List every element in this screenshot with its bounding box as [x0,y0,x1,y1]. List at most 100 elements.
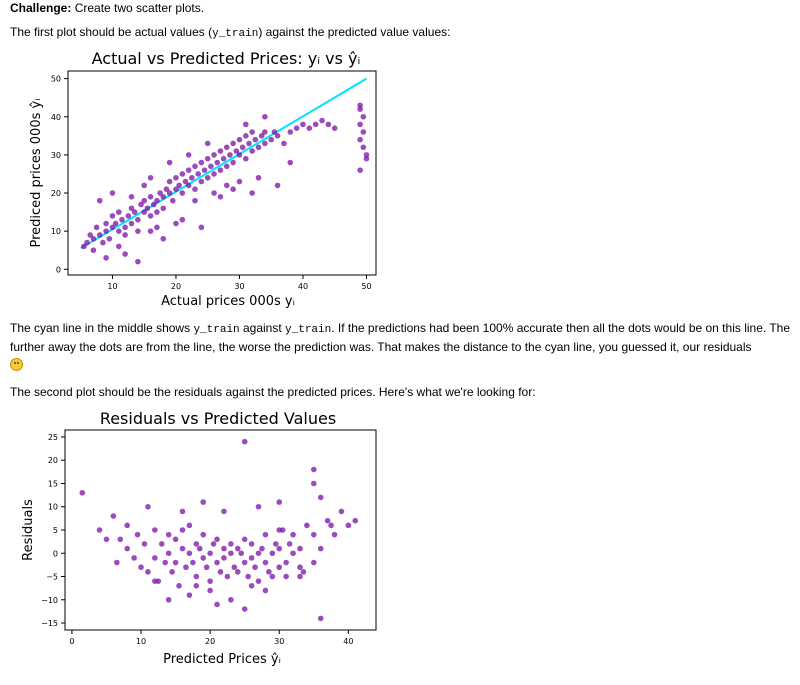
chart2-point [228,596,234,603]
chart1-point [249,148,255,154]
chart2-point [203,564,210,571]
chart2-point [162,559,169,566]
chart1-point [331,125,338,131]
chart2-point [269,550,276,557]
chart1-point [147,174,154,181]
chart1-point [274,133,281,139]
chart1-point [201,167,208,173]
chart2-point [241,438,248,445]
chart2-point [276,564,283,571]
chart1-point [262,113,268,120]
chart2-point [169,569,175,575]
chart2-point [214,559,220,566]
chart1-xtick-label: 40 [298,282,308,291]
chart2-point [328,522,334,529]
chart1-point [211,171,217,177]
chart2-point [179,508,186,515]
chart2-point [207,578,213,584]
chart2-point [172,559,179,566]
chart2-point [221,508,227,515]
chart2-point [290,550,296,557]
chart1-point [192,186,198,193]
chart1-ylabel: Prediced prices 000s ŷᵢ [29,98,44,247]
explanation-code-2: y_train [285,324,332,336]
chart2-point [96,527,103,533]
chart1-point [268,136,275,143]
chart1-point [198,159,205,166]
chart2-point [241,536,248,543]
chart1-point [144,205,151,212]
chart1-point [255,174,262,181]
chart1-point [90,235,97,242]
chart1-xtick-label: 20 [171,282,181,291]
chart2-point [207,587,213,594]
chart1-point [211,190,217,196]
chart2-point [262,559,269,566]
chart1-point [192,163,198,170]
chart2-point [141,541,148,547]
chart1-point [287,159,294,166]
chart2-point [252,564,258,571]
chart1-point [116,243,122,250]
chart1-point [160,235,167,242]
chart2-point [172,536,179,543]
chart1-point [157,190,163,196]
chart1-point [306,125,313,131]
chart2-point [255,503,262,510]
chart1-point [84,239,90,246]
chart1-ytick-label: 20 [51,189,61,198]
chart2-xtick-label: 30 [274,637,284,646]
chart1-point [147,213,154,219]
chart1-point [217,167,224,173]
chart2-point [214,601,220,608]
chart2-point [138,564,144,571]
chart1-ytick-label: 50 [51,75,61,84]
chart1-point [243,121,249,128]
chart1-point [360,113,367,120]
chart1-point [176,182,182,189]
chart2-point [186,592,193,598]
chart1-point [96,232,103,238]
chart1-point [103,255,109,261]
chart2-point [262,587,269,594]
chart1-point [262,129,268,135]
chart1-point [122,224,128,231]
chart1-point [357,106,363,112]
chart2-point [179,545,186,552]
chart2-point [231,564,238,571]
chart1-point [195,171,201,177]
chart1-point [236,152,243,158]
chart1-point [287,129,294,135]
chart1-point [166,159,173,166]
chart2-point [176,583,182,589]
chart1-point [179,171,186,177]
chart1-point [189,174,195,181]
chart2-point [165,531,172,538]
chart1-point [236,136,243,143]
chart2-point [228,541,234,547]
chart2-point [152,578,158,584]
chart1-point [103,228,109,234]
chart2-ytick-label: 25 [48,433,58,442]
chart2-point [283,559,289,566]
chart1-point [141,182,148,189]
chart1-point [150,201,157,208]
chart2-point [214,536,220,543]
chart2-point [221,555,227,561]
chart2-ytick-label: 20 [48,456,58,465]
chart1-point [173,174,179,181]
chart2-point [255,578,262,584]
chart1-point [230,140,236,147]
chart1-point [214,159,221,166]
chart2-point [207,550,213,557]
chart2-point [200,555,207,561]
chart2-point [248,541,255,547]
chart2-ytick-label: −15 [41,619,58,628]
chart1-point [230,186,236,193]
chart2-point [297,573,303,580]
chart2-point [241,606,248,612]
chart2-point [183,564,189,571]
chart1-point [147,194,154,200]
chart1-point [227,152,233,158]
chart2-point [262,531,269,538]
